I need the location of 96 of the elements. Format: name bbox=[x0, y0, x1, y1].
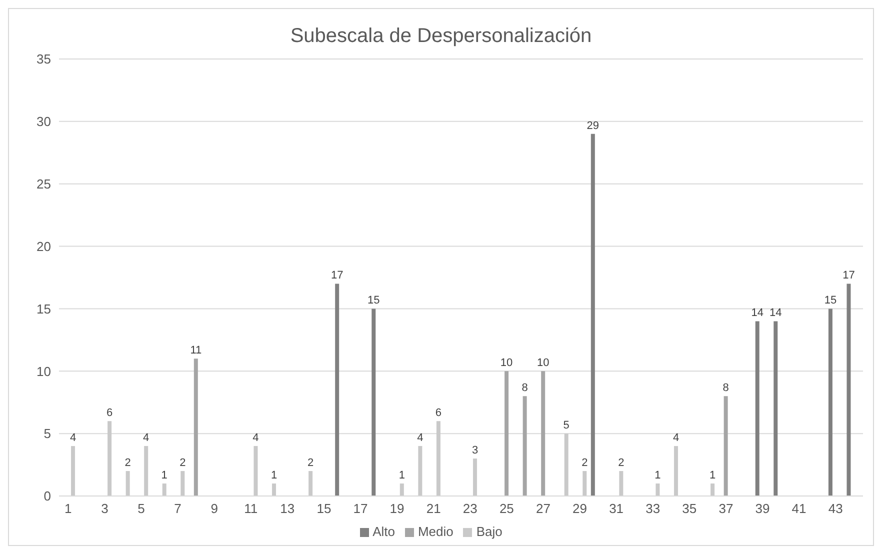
data-label: 1 bbox=[709, 470, 716, 482]
x-tick-label: 23 bbox=[462, 501, 478, 516]
data-label: 2 bbox=[618, 457, 624, 470]
data-label: 6 bbox=[435, 407, 442, 420]
x-tick-label: 21 bbox=[426, 501, 441, 516]
y-tick-label: 5 bbox=[44, 426, 51, 442]
y-tick-label: 25 bbox=[36, 176, 51, 192]
data-label: 6 bbox=[106, 407, 113, 420]
data-label: 1 bbox=[654, 470, 661, 482]
x-tick-label: 29 bbox=[572, 501, 588, 516]
bar bbox=[108, 421, 112, 496]
x-tick-label: 17 bbox=[353, 501, 368, 516]
bar bbox=[308, 471, 313, 496]
x-tick-label: 27 bbox=[536, 501, 550, 516]
bar bbox=[590, 134, 595, 496]
x-tick-label: 33 bbox=[646, 501, 660, 516]
data-label: 2 bbox=[307, 457, 314, 470]
x-tick-label: 7 bbox=[174, 501, 182, 516]
bar bbox=[846, 284, 851, 496]
bar bbox=[710, 484, 715, 496]
chart-title: Subescala de Despersonalización bbox=[289, 25, 593, 49]
y-tick-label: 20 bbox=[36, 238, 51, 254]
bar bbox=[774, 321, 778, 496]
x-tick-label: 35 bbox=[682, 501, 697, 516]
bar bbox=[194, 358, 198, 496]
data-label: 1 bbox=[398, 470, 405, 482]
bar bbox=[541, 371, 546, 496]
data-label: 2 bbox=[582, 457, 588, 470]
x-tick-label: 31 bbox=[609, 501, 624, 516]
y-tick-label: 35 bbox=[36, 52, 51, 67]
data-label: 4 bbox=[417, 432, 424, 444]
x-tick-label: 5 bbox=[138, 501, 145, 516]
x-tick-label: 37 bbox=[718, 501, 734, 516]
bar bbox=[180, 471, 185, 496]
data-label: 17 bbox=[842, 270, 855, 282]
bar bbox=[144, 446, 148, 496]
x-tick-label: 43 bbox=[828, 501, 843, 516]
data-label: 29 bbox=[586, 120, 600, 132]
x-tick-label: 9 bbox=[210, 501, 218, 516]
bar bbox=[828, 308, 832, 496]
data-label: 11 bbox=[190, 344, 202, 357]
data-label: 5 bbox=[563, 420, 570, 432]
bar bbox=[504, 371, 509, 496]
data-label: 10 bbox=[500, 357, 513, 370]
bar bbox=[71, 446, 75, 496]
legend-label: Bajo bbox=[476, 524, 502, 539]
data-label: 4 bbox=[143, 432, 150, 444]
x-tick-label: 13 bbox=[280, 501, 295, 516]
legend-label: Alto bbox=[372, 524, 395, 539]
bar bbox=[619, 471, 624, 496]
data-label: 4 bbox=[70, 432, 76, 444]
x-tick-label: 15 bbox=[316, 501, 332, 516]
bar bbox=[522, 396, 527, 496]
data-label: 15 bbox=[368, 294, 380, 307]
y-tick-label: 15 bbox=[36, 301, 51, 316]
data-label: 10 bbox=[536, 357, 550, 370]
y-tick-label: 0 bbox=[44, 488, 51, 504]
data-label: 1 bbox=[270, 470, 278, 482]
y-tick-label: 10 bbox=[36, 364, 51, 379]
bar bbox=[436, 421, 440, 496]
x-tick-label: 19 bbox=[390, 501, 404, 516]
bar bbox=[674, 446, 678, 496]
x-tick-label: 1 bbox=[64, 501, 72, 516]
bar bbox=[126, 471, 130, 496]
data-label: 4 bbox=[252, 432, 259, 444]
bar bbox=[372, 308, 376, 496]
bar bbox=[582, 471, 587, 496]
bar bbox=[400, 484, 404, 496]
bar bbox=[272, 484, 276, 496]
bar bbox=[755, 321, 760, 496]
bar bbox=[418, 446, 422, 496]
y-tick-label: 30 bbox=[36, 114, 51, 130]
bar bbox=[564, 434, 568, 496]
bar bbox=[656, 484, 660, 496]
data-label: 17 bbox=[330, 270, 344, 282]
data-label: 8 bbox=[722, 382, 729, 394]
x-tick-label: 11 bbox=[244, 501, 258, 516]
data-label: 15 bbox=[824, 294, 837, 307]
data-label: 14 bbox=[770, 307, 782, 320]
bar bbox=[254, 446, 258, 496]
x-tick-label: 3 bbox=[101, 501, 108, 516]
x-tick-label: 25 bbox=[499, 501, 514, 516]
bar bbox=[335, 284, 340, 496]
bar bbox=[724, 396, 728, 496]
data-label: 14 bbox=[751, 307, 764, 320]
data-label: 1 bbox=[161, 470, 168, 482]
data-label: 8 bbox=[522, 382, 528, 394]
legend-label: Medio bbox=[418, 524, 454, 539]
x-tick-label: 41 bbox=[792, 501, 806, 516]
x-tick-label: 39 bbox=[755, 501, 770, 516]
data-label: 3 bbox=[472, 444, 478, 457]
data-label: 2 bbox=[124, 457, 131, 470]
data-label: 4 bbox=[672, 432, 680, 444]
data-label: 2 bbox=[180, 457, 186, 470]
bar bbox=[473, 458, 477, 496]
bar bbox=[162, 484, 166, 496]
